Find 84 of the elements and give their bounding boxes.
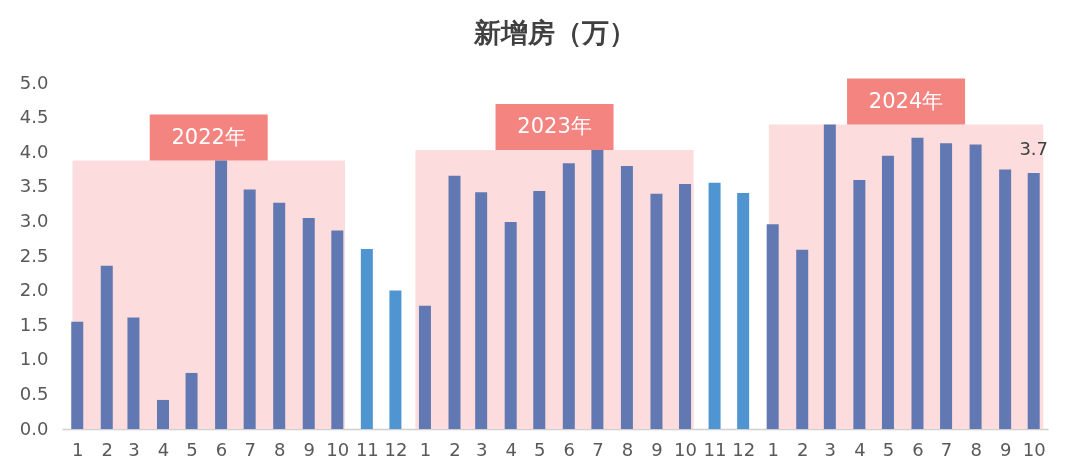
bar	[650, 193, 663, 429]
x-tick-label: 5	[882, 438, 895, 460]
x-tick-label: 4	[854, 438, 866, 460]
x-tick-label: 4	[157, 438, 170, 460]
band-label: 2023年	[517, 114, 592, 139]
bar	[620, 166, 633, 429]
bar	[360, 249, 373, 429]
bar	[302, 217, 315, 429]
x-tick-label: 9	[303, 438, 315, 460]
bar	[737, 193, 750, 429]
x-tick-label: 8	[970, 438, 982, 460]
x-tick-label: 5	[186, 438, 198, 460]
band-label: 2024年	[868, 88, 944, 113]
bar	[881, 155, 894, 429]
x-tick-label: 8	[273, 438, 286, 460]
x-tick-label: 11	[703, 438, 727, 460]
bar	[679, 184, 692, 429]
x-tick-label: 6	[912, 438, 924, 460]
bar	[999, 169, 1012, 429]
y-tick-label: 3.5	[19, 175, 49, 197]
x-tick-label: 2	[796, 438, 809, 460]
y-tick-label: 5.0	[19, 71, 49, 93]
x-tick-label: 1	[419, 438, 432, 460]
x-tick-label: 10	[326, 438, 350, 460]
bar	[185, 372, 198, 429]
bar	[562, 163, 575, 429]
bar	[156, 399, 169, 429]
bar	[273, 202, 286, 429]
x-tick-label: 3	[128, 438, 140, 460]
y-tick-label: 0.5	[19, 382, 49, 404]
bar	[100, 265, 113, 429]
bar	[940, 143, 953, 429]
x-tick-label: 4	[505, 438, 517, 460]
bar	[1027, 172, 1040, 429]
bar	[766, 224, 779, 429]
bar	[243, 189, 256, 429]
x-tick-label: 10	[1022, 438, 1046, 460]
bar	[418, 305, 431, 429]
x-tick-label: 3	[475, 438, 488, 460]
bar	[475, 192, 488, 429]
x-tick-label: 7	[592, 438, 604, 460]
bar	[708, 182, 721, 429]
x-tick-label: 9	[651, 438, 663, 460]
bar	[215, 160, 228, 429]
y-tick-label: 1.5	[19, 313, 49, 335]
y-tick-label: 0.0	[19, 417, 49, 439]
bar	[71, 321, 84, 429]
y-tick-label: 3.0	[19, 209, 49, 231]
bar	[591, 150, 604, 429]
bar	[331, 230, 344, 429]
x-tick-label: 7	[940, 438, 953, 460]
y-tick-label: 2.0	[19, 279, 49, 301]
y-tick-label: 1.0	[19, 348, 49, 370]
x-tick-label: 1	[767, 438, 779, 460]
x-tick-label: 2	[101, 438, 113, 460]
x-tick-label: 1	[72, 438, 84, 460]
bar	[504, 222, 517, 429]
bar	[911, 137, 924, 429]
bar	[823, 124, 836, 429]
x-tick-label: 6	[563, 438, 576, 460]
band-label: 2022年	[171, 124, 246, 149]
x-tick-label: 6	[215, 438, 228, 460]
bar	[389, 290, 402, 429]
bar	[969, 144, 982, 429]
y-tick-label: 2.5	[19, 244, 49, 266]
bar	[853, 179, 866, 429]
x-tick-label: 12	[732, 438, 756, 460]
data-label: 3.7	[1019, 137, 1049, 159]
x-tick-label: 7	[244, 438, 256, 460]
x-tick-label: 8	[621, 438, 634, 460]
x-tick-label: 2	[449, 438, 461, 460]
chart-title: 新增房（万）	[473, 17, 636, 48]
bar	[796, 249, 809, 429]
bar	[448, 175, 461, 429]
x-tick-label: 9	[999, 438, 1012, 460]
bar	[127, 317, 140, 429]
x-tick-label: 11	[355, 438, 379, 460]
x-tick-label: 3	[824, 438, 837, 460]
x-tick-label: 10	[674, 438, 697, 460]
y-tick-label: 4.5	[19, 106, 49, 128]
y-tick-label: 4.0	[19, 140, 49, 162]
x-tick-label: 5	[534, 438, 546, 460]
bar	[533, 190, 546, 429]
x-tick-label: 12	[384, 438, 408, 460]
